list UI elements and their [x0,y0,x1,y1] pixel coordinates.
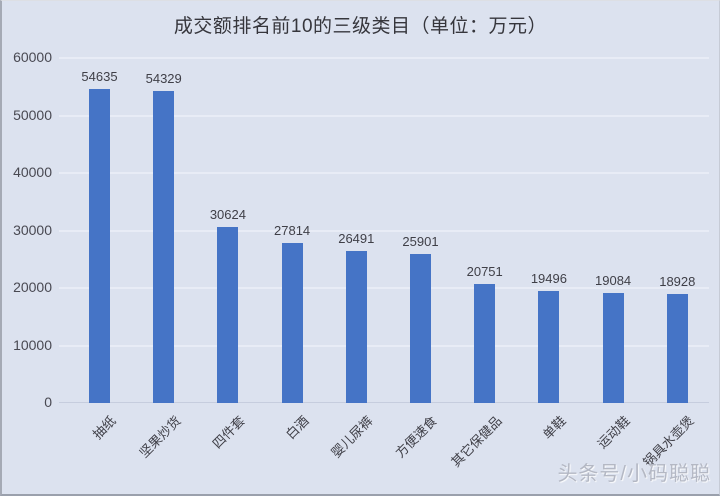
x-axis-category-label: 婴儿尿裤 [328,413,377,461]
x-axis-category-label: 其它保健品 [447,413,505,470]
gridline [59,287,709,289]
gridline [59,229,709,232]
bar-value-label: 18928 [659,274,696,290]
bar-value-label: 19084 [595,273,632,289]
bar-value-label: 20751 [466,263,503,279]
bar-value-label: 19496 [530,270,567,286]
bar [153,90,175,403]
bar-value-label: 26491 [338,230,375,246]
bar [345,250,367,403]
gridline [59,172,709,174]
bar-value-label: 54329 [145,70,182,86]
bar [666,294,688,403]
y-axis-tick-label: 20000 [13,279,52,295]
bar [281,243,303,403]
x-axis-category-label: 单鞋 [539,413,569,443]
bar [410,254,431,403]
x-axis-line [59,402,709,403]
y-axis-tick-label: 40000 [13,164,52,180]
gridline [59,114,709,117]
watermark: 头条号/小码聪聪 [557,463,711,485]
x-axis-category-label: 四件套 [209,413,248,452]
chart-title: 成交额排名前10的三级类目（单位：万元） [173,16,548,37]
y-axis-tick-label: 30000 [13,221,52,238]
x-axis-category-label: 坚果炒货 [136,413,184,461]
y-axis-tick-label: 50000 [13,106,52,123]
gridline [59,57,709,59]
bar-value-label: 54635 [81,68,118,84]
bar [89,88,110,403]
bar-value-label: 27814 [274,223,311,239]
x-axis-category-label: 方便速食 [392,413,441,461]
bar [538,290,560,403]
bar [602,293,624,403]
x-axis-category-label: 白酒 [282,413,312,443]
x-axis-category-label: 抽纸 [90,413,120,443]
y-axis-tick-label: 0 [44,394,52,410]
bar-value-label: 25901 [402,234,439,250]
gridline [59,344,709,347]
y-axis-tick-label: 60000 [13,49,52,65]
bar [217,226,239,403]
x-axis-category-label: 运动鞋 [594,413,633,452]
y-axis-tick-label: 10000 [13,336,52,353]
bar [474,283,496,403]
bar-value-label: 30624 [209,206,246,222]
